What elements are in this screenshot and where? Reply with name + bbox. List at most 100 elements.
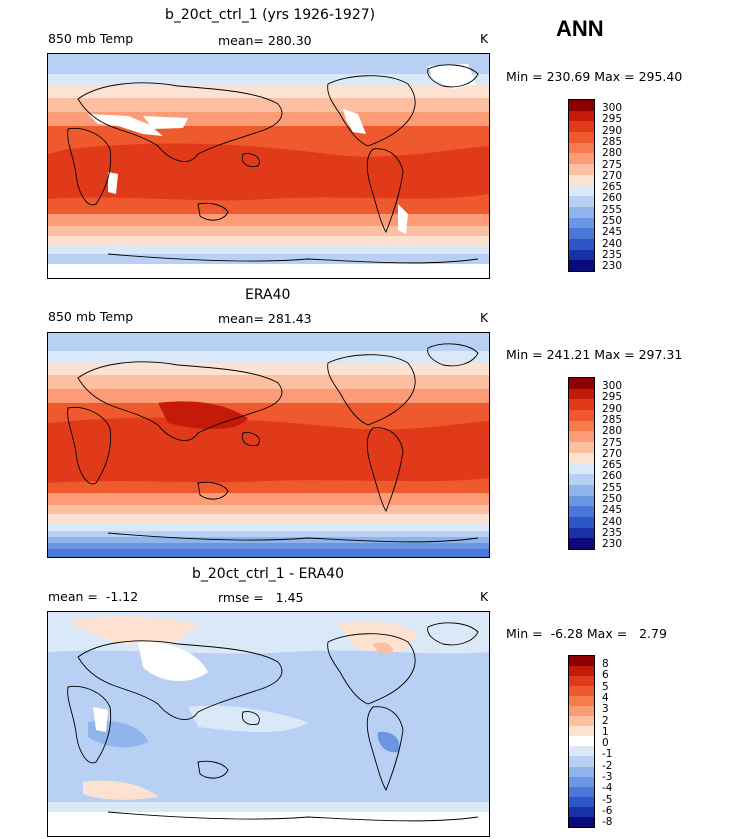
colorbar-tick-label: 3 xyxy=(602,703,609,716)
colorbar-tick-label: 240 xyxy=(602,237,623,250)
colorbar-swatch xyxy=(569,388,594,400)
colorbar-tick-label: 235 xyxy=(602,526,623,539)
colorbar-tick-label: 250 xyxy=(602,215,623,227)
colorbar-tick-label: 230 xyxy=(602,260,623,273)
colorbar-swatch xyxy=(569,516,594,528)
colorbar-tick-label: -5 xyxy=(602,793,613,806)
panel2-mean-label: mean= 281.43 xyxy=(218,311,312,326)
colorbar-swatch xyxy=(569,756,594,767)
colorbar-swatch xyxy=(569,463,594,475)
colorbar-tick-label: 290 xyxy=(602,402,623,415)
colorbar-tick-label: 290 xyxy=(602,124,623,137)
colorbar-swatch xyxy=(569,696,594,707)
colorbar-swatch xyxy=(569,420,594,432)
colorbar-swatch xyxy=(569,527,594,539)
colorbar-swatch xyxy=(569,431,594,443)
colorbar-tick-label: -3 xyxy=(602,771,613,783)
colorbar-tick-label: 230 xyxy=(602,538,623,551)
colorbar-swatch xyxy=(569,686,594,697)
panel3-minmax: Min = -6.28 Max = 2.79 xyxy=(506,626,667,641)
colorbar-swatch xyxy=(569,452,594,464)
colorbar-tick-label: 0 xyxy=(602,737,609,750)
colorbar-tick-label: 2 xyxy=(602,714,609,727)
panel2-variable-label: 850 mb Temp xyxy=(48,309,134,324)
colorbar-tick-label: 5 xyxy=(602,680,609,693)
colorbar-tick-label: -4 xyxy=(602,782,613,795)
colorbar-tick-label: 280 xyxy=(602,147,623,160)
colorbar-tick-label: 275 xyxy=(602,158,623,171)
panel3-units-label: K xyxy=(480,589,489,604)
panel2-map xyxy=(47,332,490,558)
colorbar-tick-label: 280 xyxy=(602,425,623,438)
colorbar-swatch xyxy=(569,484,594,496)
colorbar-swatch xyxy=(569,410,594,421)
panel3-mean-label: mean = -1.12 xyxy=(48,589,139,604)
panel3-rmse-label: rmse = 1.45 xyxy=(218,590,304,605)
colorbar-swatch xyxy=(569,816,594,827)
colorbar-swatch xyxy=(569,206,594,218)
colorbar-swatch xyxy=(569,121,594,133)
colorbar-tick-label: 275 xyxy=(602,436,623,449)
colorbar-tick-label: -1 xyxy=(602,748,613,761)
colorbar-swatch xyxy=(569,174,594,186)
colorbar-tick-label: 295 xyxy=(602,113,623,126)
colorbar-tick-label: 255 xyxy=(602,481,623,494)
colorbar-swatch xyxy=(569,706,594,717)
colorbar-tick-label: 260 xyxy=(602,192,623,205)
panel1-title: b_20ct_ctrl_1 (yrs 1926-1927) xyxy=(165,7,376,23)
colorbar-tick-label: 295 xyxy=(602,391,623,404)
colorbar-tick-label: 265 xyxy=(602,459,623,472)
panel2-colorbar xyxy=(568,377,595,550)
colorbar-tick-label: 6 xyxy=(602,669,609,682)
colorbar-tick-label: 285 xyxy=(602,135,623,148)
panel1-colorbar xyxy=(568,99,595,272)
colorbar-swatch xyxy=(569,656,594,667)
panel1-mean-label: mean= 280.30 xyxy=(218,33,312,48)
colorbar-tick-label: 260 xyxy=(602,470,623,483)
colorbar-tick-label: -8 xyxy=(602,816,613,829)
colorbar-swatch xyxy=(569,249,594,261)
colorbar-swatch xyxy=(569,666,594,677)
colorbar-swatch xyxy=(569,786,594,797)
colorbar-swatch xyxy=(569,132,594,143)
colorbar-swatch xyxy=(569,217,594,229)
colorbar-tick-label: 4 xyxy=(602,691,609,704)
colorbar-tick-label: 8 xyxy=(602,658,609,670)
colorbar-swatch xyxy=(569,796,594,807)
colorbar-swatch xyxy=(569,746,594,757)
colorbar-tick-label: 270 xyxy=(602,447,623,460)
colorbar-swatch xyxy=(569,110,594,122)
colorbar-swatch xyxy=(569,399,594,411)
colorbar-tick-label: -6 xyxy=(602,804,613,817)
colorbar-swatch xyxy=(569,806,594,817)
panel3-colorbar xyxy=(568,655,595,828)
season-label: ANN xyxy=(556,16,604,41)
colorbar-swatch xyxy=(569,726,594,737)
colorbar-tick-label: 255 xyxy=(602,203,623,216)
colorbar-swatch xyxy=(569,260,594,271)
colorbar-tick-label: 240 xyxy=(602,515,623,528)
colorbar-swatch xyxy=(569,506,594,517)
colorbar-swatch xyxy=(569,228,594,239)
colorbar-tick-label: -2 xyxy=(602,759,613,772)
colorbar-swatch xyxy=(569,142,594,154)
colorbar-tick-label: 245 xyxy=(602,504,623,517)
colorbar-swatch xyxy=(569,442,594,453)
colorbar-swatch xyxy=(569,196,594,207)
colorbar-tick-label: 285 xyxy=(602,413,623,426)
colorbar-tick-label: 270 xyxy=(602,169,623,182)
colorbar-swatch xyxy=(569,378,594,389)
colorbar-tick-label: 1 xyxy=(602,725,609,738)
colorbar-tick-label: 265 xyxy=(602,181,623,194)
colorbar-tick-label: 235 xyxy=(602,248,623,261)
panel2-title: ERA40 xyxy=(245,287,291,303)
colorbar-swatch xyxy=(569,238,594,250)
colorbar-swatch xyxy=(569,538,594,549)
colorbar-swatch xyxy=(569,474,594,485)
panel2-units-label: K xyxy=(480,310,489,325)
colorbar-tick-label: 300 xyxy=(602,380,623,392)
colorbar-tick-label: 250 xyxy=(602,493,623,505)
colorbar-swatch xyxy=(569,495,594,507)
panel1-minmax: Min = 230.69 Max = 295.40 xyxy=(506,69,683,84)
colorbar-swatch xyxy=(569,153,594,165)
